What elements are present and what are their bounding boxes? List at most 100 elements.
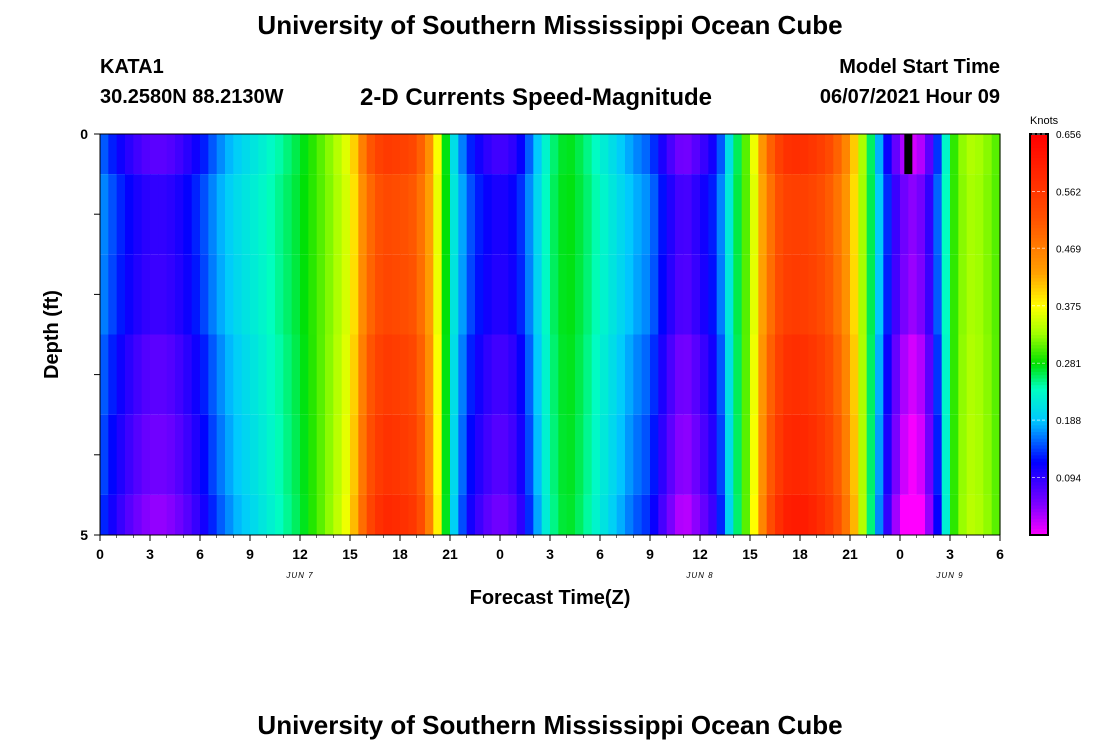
heatmap-cell <box>466 134 476 175</box>
heatmap-cell <box>483 494 493 535</box>
heatmap-cell <box>441 254 451 335</box>
heatmap-cell <box>825 174 834 255</box>
heatmap-cell <box>400 414 409 495</box>
heatmap-cell <box>850 494 859 535</box>
heatmap-cell <box>900 334 909 415</box>
heatmap-cell <box>433 494 443 535</box>
heatmap-cell <box>283 334 293 415</box>
colorbar-segment <box>1030 257 1048 262</box>
heatmap-cell <box>825 494 834 535</box>
heatmap-cell <box>600 174 609 255</box>
heatmap-cell <box>858 494 868 535</box>
colorbar-segment <box>1030 488 1048 493</box>
colorbar-segment <box>1030 468 1048 473</box>
heatmap-cell <box>733 334 743 415</box>
heatmap-cell <box>483 254 493 335</box>
heatmap-cell <box>683 414 693 495</box>
heatmap-cell <box>191 334 201 415</box>
heatmap-cell <box>750 334 759 415</box>
heatmap-cell <box>233 414 243 495</box>
heatmap-cell <box>950 254 959 335</box>
heatmap-cell <box>525 494 534 535</box>
heatmap-cell <box>825 134 834 175</box>
heatmap-cell <box>450 254 459 335</box>
heatmap-cell <box>316 494 326 535</box>
heatmap-cell <box>891 334 901 415</box>
heatmap-cell <box>625 174 634 255</box>
heatmap-cell <box>975 494 984 535</box>
heatmap-cell <box>466 414 476 495</box>
heatmap-cell <box>450 414 459 495</box>
heatmap-cell <box>566 254 576 335</box>
heatmap-cell <box>166 254 176 335</box>
heatmap-cell <box>633 494 643 535</box>
heatmap-cell <box>216 494 226 535</box>
heatmap-cell <box>650 414 659 495</box>
colorbar-segment <box>1030 190 1048 195</box>
heatmap-cell <box>483 174 493 255</box>
heatmap-cell <box>258 414 268 495</box>
heatmap-cell <box>608 334 618 415</box>
heatmap-cell <box>916 414 926 495</box>
heatmap-cell <box>183 414 193 495</box>
heatmap-cell <box>833 174 843 255</box>
heatmap-cell <box>366 494 376 535</box>
colorbar-segment <box>1030 154 1048 158</box>
heatmap-cell <box>758 494 768 535</box>
heatmap-cell <box>975 174 984 255</box>
heatmap-cell <box>133 174 143 255</box>
heatmap-cell <box>441 174 451 255</box>
heatmap-cell <box>716 494 726 535</box>
heatmap-cell <box>391 174 401 255</box>
heatmap-cell <box>791 494 801 535</box>
date-label: JUN 8 <box>685 571 713 580</box>
colorbar-segment <box>1030 230 1048 235</box>
heatmap-cell <box>416 174 426 255</box>
colorbar-segment <box>1030 357 1048 362</box>
heatmap-cell <box>683 334 693 415</box>
axes: 0 3 6 9 12 15 18 21 0 3 6 9 12 15 18 21 0 3 6 JUN 7 JUN 8 JUN… <box>80 126 1004 580</box>
heatmap-cell <box>241 414 251 495</box>
colorbar-segment <box>1030 411 1048 416</box>
heatmap-cell <box>333 134 343 175</box>
colorbar-segment <box>1030 220 1048 225</box>
heatmap-cell <box>458 334 468 415</box>
heatmap-cell <box>825 334 834 415</box>
heatmap-cell <box>950 494 959 535</box>
colorbar-segment <box>1030 367 1048 372</box>
heatmap-cell <box>325 414 334 495</box>
heatmap-cell <box>258 334 268 415</box>
heatmap-cell <box>158 414 168 495</box>
heatmap-cell <box>716 134 726 175</box>
heatmap-cell <box>225 494 234 535</box>
heatmap-cell <box>900 254 909 335</box>
heatmap-cell <box>383 334 393 415</box>
colorbar-segment <box>1030 244 1048 249</box>
colorbar-segment <box>1030 301 1048 306</box>
colorbar-segment <box>1030 204 1048 209</box>
heatmap-cell <box>558 254 568 335</box>
heatmap-cell <box>133 254 143 335</box>
colorbar-segment <box>1030 431 1048 436</box>
heatmap-cell <box>225 334 234 415</box>
heatmap-cell <box>758 414 768 495</box>
heatmap-cell <box>125 494 134 535</box>
heatmap-cell <box>675 414 684 495</box>
heatmap-cell <box>616 134 626 175</box>
heatmap-cell <box>316 174 326 255</box>
heatmap-cell <box>691 414 701 495</box>
heatmap-cell <box>775 174 784 255</box>
heatmap-cell <box>541 134 551 175</box>
heatmap-cell <box>725 414 734 495</box>
heatmap-cell <box>516 174 526 255</box>
heatmap-cell <box>650 254 659 335</box>
heatmap-cell <box>700 414 709 495</box>
heatmap-cell <box>658 334 668 415</box>
heatmap-cell <box>641 414 651 495</box>
heatmap-cell <box>216 254 226 335</box>
heatmap-cell <box>883 414 893 495</box>
heatmap-cell <box>300 414 309 495</box>
heatmap-cell <box>608 134 618 175</box>
heatmap-cell <box>558 414 568 495</box>
